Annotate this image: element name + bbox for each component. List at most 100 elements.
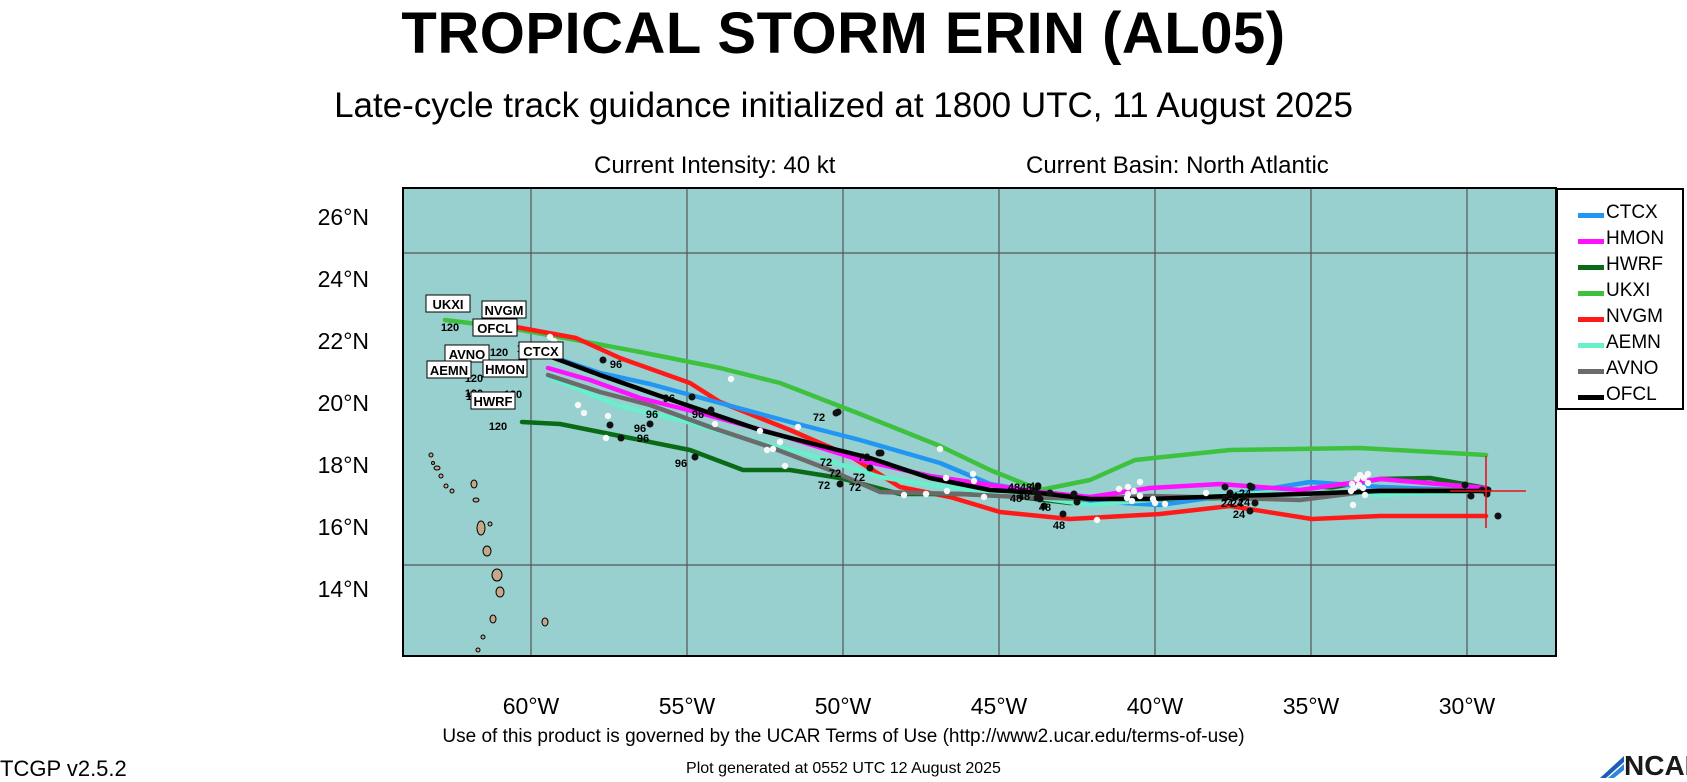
legend-label: NVGM: [1606, 306, 1663, 327]
forecast-point-marker: [1040, 502, 1048, 510]
island-shape: [475, 647, 481, 653]
lat-label: 24°N: [318, 266, 369, 292]
legend-swatch: [1578, 343, 1604, 348]
model-label-aemn: AEMN: [430, 363, 468, 378]
forecast-point-marker: [781, 462, 789, 470]
lat-label: 14°N: [318, 576, 369, 602]
forecast-hour-labels: 1201201201201201201201209696969696969672…: [441, 322, 1252, 532]
forecast-point-marker: [1467, 492, 1475, 500]
forecast-hour-label: 72: [829, 468, 841, 480]
legend-swatch: [1578, 239, 1604, 244]
island-shape: [541, 617, 549, 627]
forecast-hour-label: 96: [675, 458, 687, 470]
lon-label: 30°W: [1439, 693, 1496, 719]
track-hmon: [545, 365, 1489, 500]
forecast-point-marker: [832, 409, 840, 417]
model-label-nvgm: NVGM: [485, 303, 524, 318]
forecast-point-marker: [1349, 501, 1357, 509]
forecast-hour-label: 24: [1221, 498, 1234, 510]
model-label-box: [470, 391, 516, 410]
forecast-point-marker: [1251, 499, 1259, 507]
model-label-ofcl: OFCL: [477, 321, 512, 336]
forecast-point-marker: [646, 420, 654, 428]
page-title: TROPICAL STORM ERIN (AL05): [401, 1, 1286, 66]
legend-swatch: [1578, 395, 1604, 400]
island-shape: [487, 521, 493, 527]
forecast-hour-label: 72: [853, 472, 865, 484]
forecast-hour-label: 96: [663, 393, 675, 405]
forecast-hour-label: 24: [1233, 509, 1246, 521]
model-label-box: [481, 300, 527, 319]
legend-label: CTCX: [1606, 202, 1658, 223]
legend-item-ukxi: UKXI: [1558, 280, 1682, 306]
forecast-points: [546, 333, 1502, 524]
forecast-point-marker: [1350, 484, 1358, 492]
terms-of-use: Use of this product is governed by the U…: [442, 726, 1245, 747]
forecast-point-marker: [776, 438, 784, 446]
caribbean-islands: [428, 452, 549, 653]
forecast-hour-label: 48: [1029, 481, 1041, 493]
forecast-point-marker: [1070, 490, 1078, 498]
forecast-point-marker: [756, 427, 764, 435]
forecast-point-marker: [763, 446, 771, 454]
forecast-point-marker: [1359, 484, 1367, 492]
forecast-point-marker: [877, 449, 885, 457]
forecast-point-marker: [604, 412, 612, 420]
forecast-point-marker: [942, 474, 950, 482]
forecast-point-marker: [1034, 482, 1042, 490]
legend-item-hwrf: HWRF: [1558, 254, 1682, 280]
forecast-hour-label: 48: [1053, 520, 1065, 532]
lon-label: 55°W: [659, 693, 716, 719]
lon-label: 40°W: [1127, 693, 1184, 719]
forecast-hour-label: 120: [441, 322, 459, 334]
lon-label: 60°W: [503, 693, 560, 719]
island-shape: [470, 479, 478, 489]
island-shape: [489, 614, 497, 624]
lat-label: 20°N: [318, 390, 369, 416]
forecast-point-marker: [688, 393, 696, 401]
island-shape: [476, 520, 486, 536]
map-border: [402, 187, 1557, 657]
forecast-point-marker: [1246, 507, 1254, 515]
forecast-point-marker: [1364, 479, 1372, 487]
forecast-point-marker: [580, 409, 588, 417]
legend-swatch: [1578, 291, 1604, 296]
forecast-point-marker: [546, 333, 554, 341]
current-basin: Current Basin: North Atlantic: [1026, 152, 1329, 179]
island-shape: [472, 497, 480, 503]
forecast-hour-label: 24: [1231, 498, 1244, 510]
version-label: TCGP v2.5.2: [0, 756, 127, 781]
forecast-hour-label: 120: [489, 421, 507, 433]
lat-label: 18°N: [318, 452, 369, 478]
forecast-hour-label: 24: [1239, 488, 1252, 500]
forecast-hour-label: 24: [1238, 497, 1251, 509]
forecast-point-marker: [970, 477, 978, 485]
model-label-box: [472, 318, 518, 337]
model-label-box: [426, 360, 472, 379]
map-ocean: [403, 188, 1556, 656]
forecast-hour-label: 96: [646, 409, 658, 421]
forecast-point-marker: [1130, 487, 1138, 495]
island-shape: [431, 461, 435, 465]
forecast-point-marker: [900, 491, 908, 499]
forecast-hour-label: 72: [818, 480, 830, 492]
model-label-avno: AVNO: [449, 347, 486, 362]
forecast-hour-label: 48: [1008, 482, 1020, 494]
model-label-box: [425, 294, 471, 313]
forecast-point-marker: [936, 445, 944, 453]
forecast-hour-label: 96: [637, 433, 649, 445]
forecast-hour-label: 48: [1020, 482, 1032, 494]
ncar-logo: NCAR: [1598, 748, 1687, 781]
forecast-point-marker: [1073, 498, 1081, 506]
generated-timestamp: Plot generated at 0552 UTC 12 August 202…: [686, 760, 1001, 777]
legend-label: OFCL: [1606, 384, 1657, 405]
model-label-hmon: HMON: [485, 362, 525, 377]
forecast-point-marker: [1124, 490, 1132, 498]
forecast-point-marker: [606, 421, 614, 429]
model-label-ctcx: CTCX: [523, 344, 559, 359]
legend-item-avno: AVNO: [1558, 358, 1682, 384]
legend-swatch: [1578, 369, 1604, 374]
forecast-point-marker: [1046, 489, 1054, 497]
